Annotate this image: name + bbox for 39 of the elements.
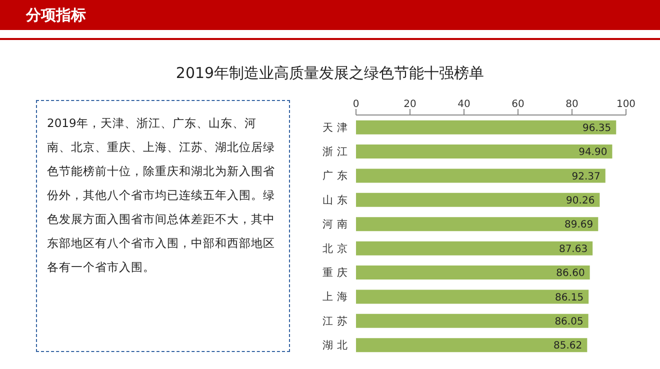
bar [356,168,606,183]
bar [356,241,593,256]
y-tick-label: 上 海 [322,290,348,304]
data-label: 94.90 [578,147,608,158]
text: 2019年，天津、浙江、广东、山东、河南、北京、重庆、上海、江苏、湖北位居绿色节能榜前十位，除重庆和湖北为新入围省份外，其他八个省市均已连续五年入围。绿色发展方面入围省市间总体差距不大，其中东部地区有八个省市入围，中部和西部地区各有一个省市入围。 [36,100,290,352]
y-tick-label: 山 东 [322,193,348,206]
y-tick-label: 天 津 [322,120,348,134]
data-label: 85.62 [554,340,582,352]
y-tick-label: 江 苏 [322,314,348,328]
chart-title: 2019年制造业高质量发展之绿色节能十强榜单 [174,64,486,83]
bar [356,120,616,134]
bar [356,217,598,232]
y-tick-label: 湖 北 [322,338,348,352]
x-tick-label: 0 [352,99,360,110]
y-tick-label: 浙 江 [322,145,348,158]
x-tick-label: 80 [566,99,578,110]
data-label: 86.15 [554,292,584,304]
data-label: 86.60 [556,268,585,280]
bar [356,144,612,159]
data-label: 92.37 [572,171,600,182]
data-label: 87.63 [558,244,588,255]
y-tick-label: 北 京 [322,242,348,255]
y-tick-label: 广 东 [322,169,348,182]
data-label: 96.35 [582,122,612,134]
bar [356,266,590,280]
y-tick-label: 河 南 [322,218,348,231]
bar [356,338,588,352]
x-tick-label: 60 [512,99,524,110]
data-label: 86.05 [554,316,584,328]
data-label: 90.26 [566,195,595,206]
y-tick-label: 重 庆 [322,266,348,280]
x-tick-label: 20 [404,99,416,110]
x-tick-label: 40 [458,99,470,110]
x-tick-label: 100 [616,99,636,110]
bar [356,290,589,304]
data-label: 89.69 [564,220,594,231]
bar [356,314,588,328]
bar [356,192,600,207]
text: 分项指标 [26,6,86,25]
